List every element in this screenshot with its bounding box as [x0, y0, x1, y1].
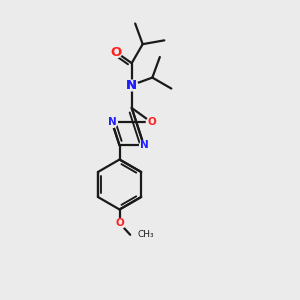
Text: CH₃: CH₃ — [138, 230, 154, 239]
Text: O: O — [115, 218, 124, 228]
Text: N: N — [108, 117, 116, 127]
Text: N: N — [126, 79, 137, 92]
Text: N: N — [140, 140, 148, 150]
Text: O: O — [147, 117, 156, 127]
Point — [114, 50, 119, 55]
Text: O: O — [111, 46, 122, 59]
Point — [142, 143, 146, 148]
Point — [117, 221, 122, 226]
Point — [110, 120, 114, 125]
Point — [149, 120, 154, 125]
Text: N: N — [126, 79, 137, 92]
Point — [129, 83, 134, 88]
